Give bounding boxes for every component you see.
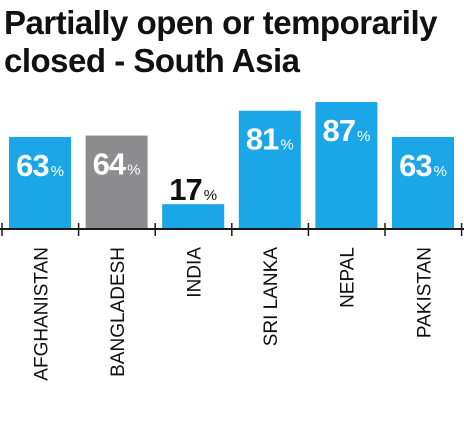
bar-india — [162, 204, 225, 229]
value-label-afghanistan: 63% — [16, 148, 64, 183]
value-label-bangladesh: 64% — [93, 147, 141, 182]
category-label-pakistan: PAKISTAN — [414, 247, 435, 338]
chart-title-line-2: closed - South Asia — [4, 42, 300, 79]
chart-title-line-1: Partially open or temporarily — [4, 4, 437, 41]
bar-sri-lanka — [238, 110, 301, 229]
value-label-pakistan: 63% — [399, 148, 447, 183]
value-label-india: 17% — [169, 172, 217, 207]
category-label-india: INDIA — [185, 247, 206, 298]
category-label-afghanistan: AFGHANISTAN — [31, 247, 52, 381]
bar-nepal — [315, 101, 378, 229]
category-label-sri-lanka: SRI LANKA — [261, 247, 282, 347]
bar-pakistan — [392, 137, 454, 229]
value-label-sri-lanka: 81% — [246, 122, 294, 157]
value-label-nepal: 87% — [322, 113, 370, 148]
bar-afghanistan — [9, 137, 71, 229]
bar-bangladesh — [85, 135, 148, 229]
category-label-bangladesh: BANGLADESH — [108, 247, 129, 377]
category-label-nepal: NEPAL — [338, 247, 359, 308]
chart-title: Partially open or temporarily closed - S… — [4, 4, 460, 80]
